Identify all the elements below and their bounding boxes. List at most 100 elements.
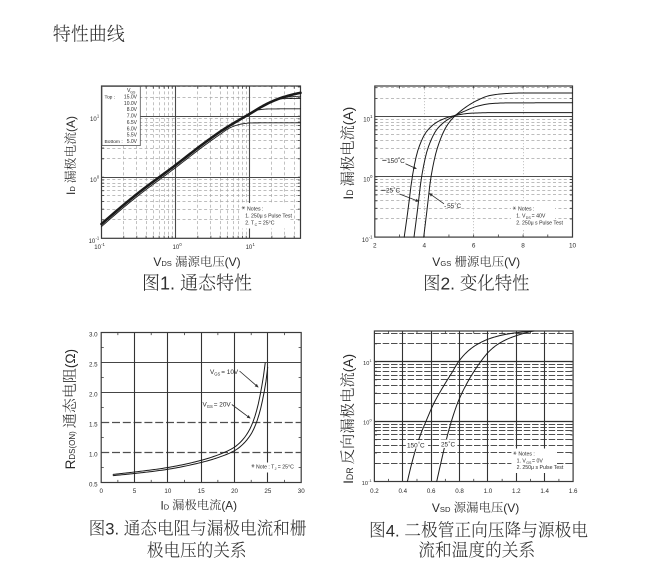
- svg-text:DR: DR: [345, 467, 355, 480]
- svg-text:GS: GS: [214, 372, 220, 377]
- svg-text:1.5: 1.5: [89, 421, 98, 428]
- svg-text:(V): (V): [504, 255, 520, 269]
- svg-text:0.8: 0.8: [455, 488, 464, 495]
- svg-text:Notes :: Notes :: [247, 206, 263, 212]
- svg-text:(A): (A): [221, 498, 237, 512]
- svg-text:10: 10: [363, 361, 369, 367]
- svg-text:2. 250μ s Pulse Test: 2. 250μ s Pulse Test: [517, 465, 564, 471]
- svg-text:V: V: [432, 255, 440, 269]
- svg-text:10.0V: 10.0V: [124, 101, 138, 107]
- svg-text:1.: 1.: [160, 274, 175, 294]
- svg-text:C: C: [457, 203, 462, 210]
- svg-text:0: 0: [97, 175, 100, 180]
- svg-text:1: 1: [370, 358, 372, 363]
- svg-text:10: 10: [363, 118, 370, 124]
- svg-text:6.5V: 6.5V: [127, 120, 138, 126]
- svg-text:0: 0: [370, 418, 373, 423]
- svg-text:0.2: 0.2: [370, 488, 379, 495]
- svg-text:= 20V: = 20V: [214, 401, 232, 408]
- svg-text:10: 10: [90, 117, 97, 123]
- svg-text:25: 25: [386, 188, 394, 195]
- svg-text:-1: -1: [368, 478, 371, 483]
- svg-text:10: 10: [89, 239, 96, 245]
- svg-text:25: 25: [264, 488, 271, 495]
- svg-text:6.0V: 6.0V: [127, 126, 138, 132]
- svg-text:15.0V: 15.0V: [124, 95, 138, 101]
- svg-text:5.5V: 5.5V: [127, 133, 138, 139]
- svg-text:10: 10: [363, 421, 369, 427]
- svg-text:1. V: 1. V: [517, 458, 527, 464]
- svg-text:°: °: [455, 203, 457, 209]
- svg-text:1.4: 1.4: [540, 488, 549, 495]
- svg-text:V: V: [210, 369, 215, 376]
- svg-text:V: V: [153, 255, 161, 269]
- svg-text:5: 5: [133, 488, 137, 495]
- svg-text:20: 20: [231, 488, 238, 495]
- svg-text:I: I: [341, 196, 356, 200]
- svg-text:Notes :: Notes :: [518, 206, 534, 212]
- svg-text:10: 10: [362, 481, 368, 487]
- svg-text:3.0: 3.0: [89, 331, 98, 338]
- svg-text:25: 25: [441, 442, 449, 449]
- svg-text:2: 2: [373, 242, 377, 249]
- svg-text:10: 10: [94, 245, 101, 251]
- svg-text:C: C: [255, 223, 258, 227]
- svg-text:0: 0: [370, 174, 373, 179]
- svg-text:2. T: 2. T: [245, 220, 255, 226]
- svg-text:150: 150: [407, 442, 418, 449]
- svg-text:4: 4: [422, 242, 426, 249]
- svg-text:GS: GS: [440, 259, 451, 268]
- svg-text:0.5: 0.5: [89, 481, 98, 488]
- svg-text:0.6: 0.6: [427, 488, 436, 495]
- svg-text:(Ω): (Ω): [63, 349, 78, 368]
- svg-text:-1: -1: [101, 242, 105, 247]
- svg-text:°: °: [418, 442, 420, 448]
- svg-text:1.6: 1.6: [569, 488, 578, 495]
- svg-text:10: 10: [362, 238, 369, 244]
- svg-text:(A): (A): [64, 116, 78, 132]
- svg-text:0: 0: [99, 488, 103, 495]
- svg-text:3.: 3.: [105, 520, 119, 539]
- svg-text:10: 10: [173, 245, 180, 251]
- svg-text:D: D: [345, 189, 355, 195]
- svg-text:V: V: [203, 401, 208, 408]
- svg-text:10: 10: [246, 245, 253, 251]
- svg-text:0: 0: [179, 242, 182, 247]
- svg-text:J: J: [275, 467, 277, 471]
- svg-text:5.0V: 5.0V: [127, 139, 138, 145]
- svg-text:R: R: [63, 459, 78, 469]
- svg-text:(A): (A): [341, 107, 356, 125]
- svg-text:2. 250μ s Pulse Test: 2. 250μ s Pulse Test: [516, 220, 563, 226]
- svg-text:(V): (V): [503, 501, 519, 515]
- svg-text:7.0V: 7.0V: [127, 114, 138, 120]
- svg-text:150: 150: [387, 158, 398, 165]
- svg-text:1. V: 1. V: [516, 214, 526, 220]
- svg-text:30: 30: [298, 488, 305, 495]
- svg-text:1.0: 1.0: [484, 488, 493, 495]
- svg-text:Top :: Top :: [105, 95, 116, 101]
- svg-text:I: I: [64, 192, 78, 195]
- svg-text:= 25°C: = 25°C: [278, 465, 294, 471]
- svg-text:C: C: [400, 158, 405, 165]
- svg-text:6: 6: [472, 242, 476, 249]
- svg-text:Bottom :: Bottom :: [105, 139, 123, 145]
- svg-text:1. 250μ s Pulse Test: 1. 250μ s Pulse Test: [245, 214, 292, 220]
- svg-text:= 10V: = 10V: [221, 369, 239, 376]
- svg-text:1.2: 1.2: [512, 488, 521, 495]
- svg-text:= 25°C: = 25°C: [258, 220, 274, 226]
- svg-text:-: -: [444, 203, 446, 210]
- svg-text:2.5: 2.5: [89, 361, 98, 368]
- svg-text:(A): (A): [341, 354, 356, 372]
- svg-text:-1: -1: [369, 235, 373, 240]
- svg-text:= 40V: = 40V: [532, 214, 546, 220]
- svg-text:1: 1: [252, 242, 255, 247]
- svg-text:GS: GS: [526, 461, 532, 465]
- svg-text:0.4: 0.4: [398, 488, 407, 495]
- svg-text:= 0V: = 0V: [532, 458, 543, 464]
- svg-text:1.0: 1.0: [89, 451, 98, 458]
- svg-text:°: °: [398, 157, 400, 163]
- svg-text:D: D: [164, 502, 170, 511]
- svg-text:I: I: [160, 498, 163, 512]
- svg-text:55: 55: [447, 203, 455, 210]
- svg-text:GS: GS: [207, 404, 213, 409]
